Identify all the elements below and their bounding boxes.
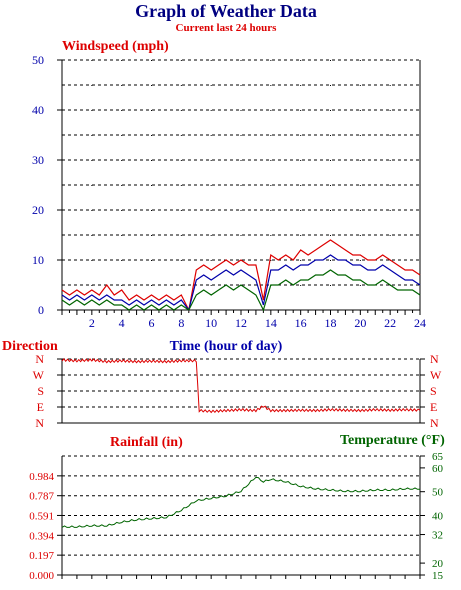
windspeed-x-tick-label: 14 (265, 316, 277, 330)
windspeed-x-tick-label: 12 (235, 316, 247, 330)
direction-right-label: E (430, 400, 437, 414)
direction-right-label: S (430, 384, 437, 398)
temperature-y-tick-label: 32 (432, 530, 443, 542)
windspeed-y-tick-label: 10 (32, 253, 44, 267)
direction-right-label: W (430, 368, 442, 382)
graph-title: Graph of Weather Data (135, 1, 317, 21)
rainfall-title: Rainfall (in) (110, 435, 183, 450)
temperature-y-tick-label: 60 (432, 463, 444, 475)
windspeed-x-tick-label: 16 (295, 316, 307, 330)
temperature-y-tick-label: 15 (432, 570, 444, 582)
direction-left-label: W (33, 368, 45, 382)
temperature-title: Temperature (°F) (340, 433, 445, 448)
windspeed-series-0 (61, 239, 421, 312)
direction-left-label: E (37, 400, 44, 414)
rainfall-y-tick-label: 0.000 (29, 570, 54, 582)
windspeed-y-tick-label: 20 (32, 203, 44, 217)
rainfall-y-tick-label: 0.591 (29, 510, 54, 522)
windspeed-x-tick-label: 8 (178, 316, 184, 330)
direction-left-label: S (37, 384, 44, 398)
windspeed-y-tick-label: 0 (38, 303, 44, 317)
rainfall-y-tick-label: 0.787 (29, 491, 54, 503)
rainfall-y-tick-label: 0.394 (29, 530, 54, 542)
windspeed-y-tick-label: 40 (32, 103, 44, 117)
windspeed-title: Windspeed (mph) (62, 39, 169, 54)
windspeed-series-1 (61, 254, 421, 312)
direction-left-label: N (35, 416, 44, 430)
windspeed-x-tick-label: 18 (325, 316, 337, 330)
rainfall-y-tick-label: 0.984 (29, 471, 54, 483)
windspeed-y-tick-label: 50 (32, 53, 44, 67)
windspeed-y-tick-label: 30 (32, 153, 44, 167)
direction-panel: N NW WS SE EN N (33, 352, 442, 430)
temperature-series (61, 476, 420, 528)
direction-right-label: N (430, 416, 439, 430)
temperature-y-tick-label: 40 (432, 511, 444, 523)
temperature-y-tick-label: 65 (432, 451, 444, 463)
windspeed-x-tick-label: 20 (354, 316, 366, 330)
rainfall-y-tick-label: 0.197 (29, 550, 54, 562)
direction-left-label: N (35, 352, 44, 366)
direction-series (61, 358, 421, 414)
windspeed-x-tick-label: 10 (205, 316, 217, 330)
windspeed-x-tick-label: 2 (89, 316, 95, 330)
windspeed-x-tick-label: 4 (119, 316, 125, 330)
windspeed-x-tick-label: 24 (414, 316, 426, 330)
direction-right-label: N (430, 352, 439, 366)
time-axis-label: Time (hour of day) (170, 339, 283, 354)
windspeed-x-tick-label: 22 (384, 316, 396, 330)
windspeed-x-tick-label: 6 (149, 316, 155, 330)
windspeed-series-2 (61, 269, 421, 312)
temperature-y-tick-label: 50 (432, 487, 444, 499)
temperature-y-tick-label: 20 (432, 558, 444, 570)
direction-title: Direction (2, 339, 58, 354)
graph-subtitle: Current last 24 hours (176, 22, 278, 34)
